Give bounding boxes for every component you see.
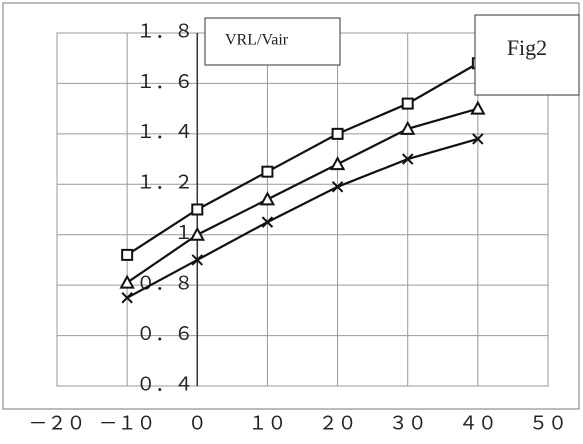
marker bbox=[121, 292, 133, 304]
x-tick-label: ３０ bbox=[389, 413, 427, 434]
marker bbox=[472, 133, 484, 145]
x-tick-label: ５０ bbox=[529, 413, 567, 434]
y-tick-label: ０．４ bbox=[136, 374, 193, 395]
annotation: VRL/Vair bbox=[225, 32, 289, 49]
marker bbox=[331, 127, 344, 140]
y-tick-label: １．２ bbox=[136, 173, 193, 194]
marker bbox=[329, 156, 346, 171]
x-tick-label: ０ bbox=[188, 413, 207, 434]
x-tick-label: ２０ bbox=[319, 413, 357, 434]
marker bbox=[261, 216, 274, 228]
y-tick-label: ０．８ bbox=[136, 274, 193, 295]
x-tick-label: ４０ bbox=[459, 413, 497, 434]
x-tick-label: １０ bbox=[248, 413, 286, 434]
marker bbox=[121, 248, 134, 261]
label-box bbox=[474, 14, 580, 96]
marker bbox=[400, 120, 416, 135]
plot: ０．４ ０．６ ０．８ １ １．２ １．４ １．６ １．８ －２０ －１０ ０ １０ ２０ ３０ ４０ ５０ bbox=[28, 21, 567, 434]
marker bbox=[119, 274, 135, 289]
y-tick-label: ０．６ bbox=[136, 324, 193, 345]
marker bbox=[191, 203, 204, 216]
x-tick-label: －１０ bbox=[99, 413, 156, 434]
series-line bbox=[126, 107, 479, 284]
y-tick-label: １．６ bbox=[136, 72, 193, 93]
marker bbox=[331, 181, 344, 193]
marker bbox=[402, 153, 414, 165]
series-line bbox=[126, 62, 479, 256]
marker bbox=[401, 97, 414, 110]
x-tick-label: －２０ bbox=[28, 413, 85, 434]
label-box bbox=[204, 17, 341, 66]
marker bbox=[191, 254, 203, 266]
annotation: Fig2 bbox=[507, 35, 547, 60]
marker bbox=[189, 226, 205, 241]
marker bbox=[261, 165, 274, 178]
series-line bbox=[126, 137, 479, 299]
y-tick-label: １．４ bbox=[136, 122, 193, 143]
marker bbox=[259, 191, 276, 206]
marker bbox=[470, 100, 486, 115]
y-tick-label: １．８ bbox=[136, 21, 193, 42]
y-tick-label: １ bbox=[174, 223, 193, 244]
